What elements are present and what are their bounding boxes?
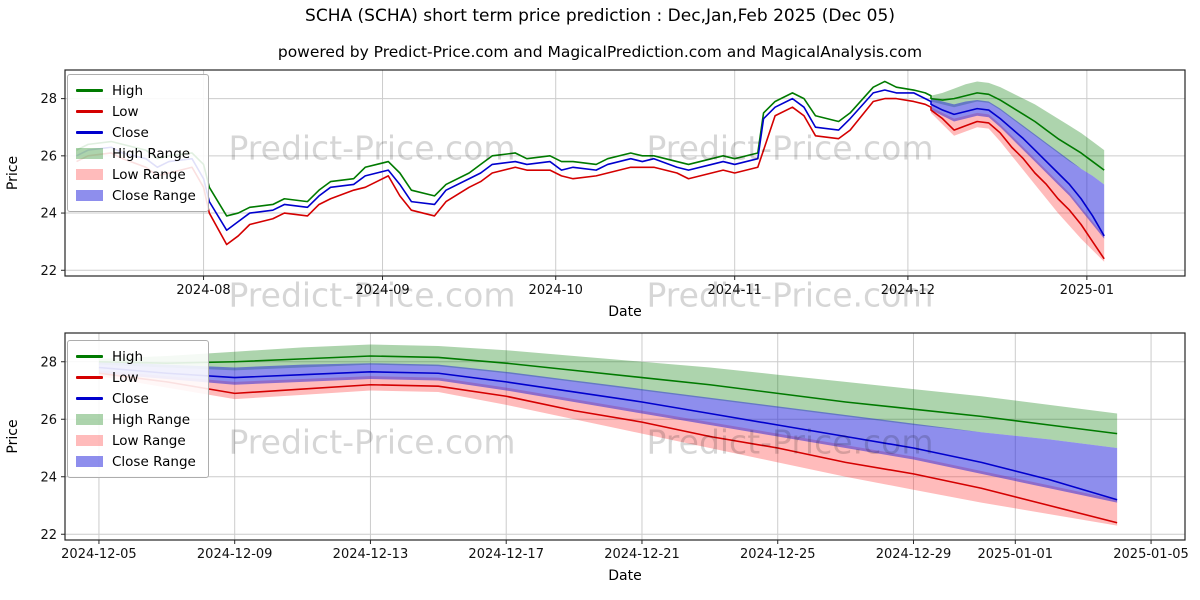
legend-item-high-range: High Range — [76, 143, 196, 164]
x-tick-label: 2024-12-29 — [876, 547, 952, 562]
legend-line-swatch — [76, 131, 103, 134]
legend-item-high: High — [76, 346, 196, 367]
plot-border — [64, 69, 1186, 277]
close-line — [76, 89, 1105, 237]
x-tick-label: 2024-12-09 — [197, 547, 273, 562]
x-tick-label: 2024-11 — [708, 283, 762, 298]
x-tick-label: 2024-12-21 — [604, 547, 680, 562]
legend-label: Close — [112, 390, 149, 407]
x-tick-label: 2025-01-01 — [978, 547, 1054, 562]
legend-label: Close Range — [112, 187, 196, 204]
legend-item-close-range: Close Range — [76, 185, 196, 206]
y-tick-label: 28 — [40, 92, 57, 107]
x-tick-label: 2024-09 — [355, 283, 409, 298]
y-tick-label: 24 — [40, 207, 57, 222]
x-tick-label: 2024-12-13 — [333, 547, 409, 562]
y-axis-label: Price — [5, 156, 21, 190]
x-axis-label: Date — [608, 568, 641, 584]
legend-label: High Range — [112, 145, 191, 162]
legend-band-swatch — [76, 148, 103, 159]
legend-band-swatch — [76, 414, 103, 425]
close-line — [98, 366, 1118, 501]
legend-label: Close — [112, 124, 149, 141]
x-tick-label: 2024-08 — [176, 283, 230, 298]
legend-top: High Low Close High Range Low Range Close Ran… — [67, 74, 209, 212]
legend-item-low: Low — [76, 101, 196, 122]
legend-item-low-range: Low Range — [76, 430, 196, 451]
legend-item-close-range: Close Range — [76, 451, 196, 472]
legend-label: Low Range — [112, 432, 186, 449]
x-tick-label: 2024-12-17 — [468, 547, 544, 562]
low-range-band — [930, 107, 1105, 262]
legend-line-swatch — [76, 355, 103, 358]
legend-label: Low Range — [112, 166, 186, 183]
plot-border — [64, 332, 1186, 541]
legend-item-low-range: Low Range — [76, 164, 196, 185]
legend-line-swatch — [76, 397, 103, 400]
legend-label: Low — [112, 369, 139, 386]
legend-label: High — [112, 82, 144, 99]
x-tick-label: 2024-12-05 — [61, 547, 137, 562]
price-history-chart: 2024-08 2024-09 2024-10 2024-11 2024-12 2025-… — [5, 69, 1186, 320]
y-tick-label: 26 — [40, 413, 57, 428]
legend-item-low: Low — [76, 367, 196, 388]
x-tick-label: 2024-10 — [529, 283, 583, 298]
legend-label: High Range — [112, 411, 191, 428]
legend-band-swatch — [76, 456, 103, 467]
page-subtitle: powered by Predict-Price.com and Magical… — [277, 43, 923, 61]
y-tick-label: 22 — [40, 264, 57, 279]
legend-item-close: Close — [76, 122, 196, 143]
legend-label: Close Range — [112, 453, 196, 470]
legend-band-swatch — [76, 435, 103, 446]
legend-label: High — [112, 348, 144, 365]
high-range-band — [930, 81, 1105, 185]
y-tick-label: 22 — [40, 528, 57, 543]
page-title: SCHA (SCHA) short term price prediction … — [305, 6, 895, 26]
y-tick-label: 28 — [40, 355, 57, 370]
y-axis-label: Price — [5, 419, 21, 453]
low-line — [76, 97, 1105, 260]
x-tick-label: 2024-12 — [881, 283, 935, 298]
x-tick-label: 2024-12-25 — [740, 547, 816, 562]
legend-line-swatch — [76, 376, 103, 379]
x-tick-label: 2025-01 — [1060, 283, 1114, 298]
legend-band-swatch — [76, 169, 103, 180]
legend-bottom: High Low Close High Range Low Range Close Ran… — [67, 340, 209, 478]
x-tick-label: 2025-01-05 — [1113, 547, 1189, 562]
legend-band-swatch — [76, 190, 103, 201]
legend-label: Low — [112, 103, 139, 120]
legend-item-close: Close — [76, 388, 196, 409]
legend-item-high: High — [76, 80, 196, 101]
high-line — [98, 355, 1118, 435]
high-line — [76, 80, 1105, 217]
low-line — [98, 372, 1118, 524]
y-tick-label: 24 — [40, 470, 57, 485]
y-tick-label: 26 — [40, 149, 57, 164]
legend-item-high-range: High Range — [76, 409, 196, 430]
legend-line-swatch — [76, 89, 103, 92]
plot-background — [65, 70, 1185, 276]
legend-line-swatch — [76, 110, 103, 113]
x-axis-label: Date — [608, 304, 641, 320]
